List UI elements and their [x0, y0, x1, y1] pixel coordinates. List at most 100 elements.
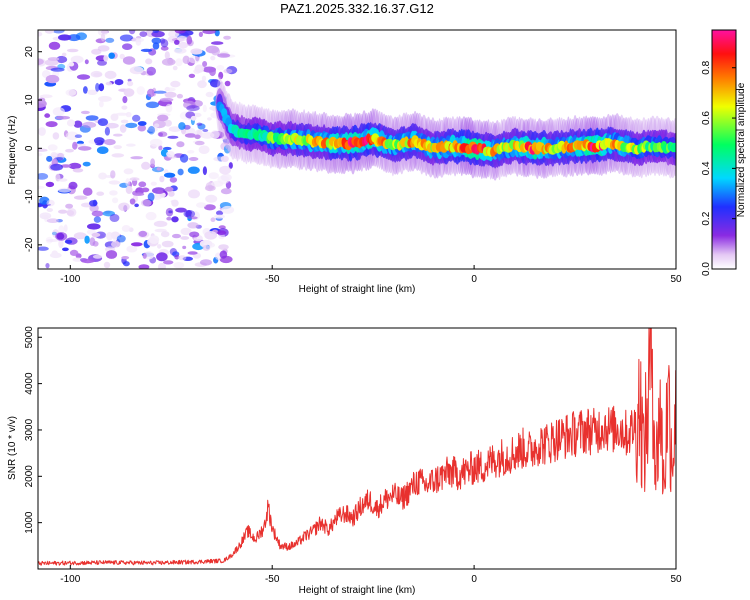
noise-blob: [121, 105, 128, 110]
noise-blob: [202, 30, 216, 35]
noise-blob: [184, 133, 197, 138]
noise-blob: [159, 175, 165, 183]
noise-blob: [50, 163, 63, 171]
noise-blob: [152, 30, 160, 33]
noise-blob: [156, 167, 162, 171]
noise-blob: [65, 148, 74, 153]
noise-blob: [160, 46, 169, 51]
colorbar-label: Normalized spectral amplitude: [736, 82, 747, 217]
noise-blob: [149, 235, 160, 245]
noise-blob: [150, 158, 156, 167]
noise-blob: [145, 211, 157, 221]
noise-blob: [150, 181, 157, 186]
noise-blob: [63, 224, 68, 232]
noise-blob: [114, 79, 124, 86]
x-tick-label: 50: [670, 274, 682, 285]
noise-blob: [100, 33, 106, 42]
noise-blob: [96, 146, 109, 154]
noise-blob: [105, 122, 119, 129]
noise-blob: [167, 135, 179, 139]
noise-blob: [84, 59, 89, 65]
noise-blob: [200, 132, 215, 139]
noise-blob: [76, 140, 84, 145]
noise-blob: [110, 113, 119, 121]
colorbar-gradient: [711, 29, 737, 270]
noise-blob: [109, 214, 120, 222]
noise-blob: [90, 70, 103, 78]
noise-blob: [44, 30, 55, 34]
noise-blob: [73, 195, 88, 200]
x-tick-label: 0: [471, 574, 477, 585]
noise-blob: [45, 74, 60, 84]
noise-blob: [55, 232, 68, 241]
noise-blob: [89, 200, 98, 207]
x-tick-label: -50: [265, 574, 280, 585]
noise-blob: [39, 94, 53, 99]
noise-blob: [202, 104, 207, 113]
noise-blob: [220, 188, 232, 195]
noise-blob: [174, 30, 186, 34]
noise-blob: [64, 239, 73, 244]
noise-blob: [208, 172, 219, 180]
noise-blob: [65, 203, 73, 209]
noise-blob: [98, 95, 112, 102]
noise-blob: [38, 148, 48, 152]
noise-blob: [170, 80, 181, 88]
noise-blob: [152, 42, 160, 50]
noise-blob: [140, 48, 153, 53]
noise-blob: [200, 259, 212, 266]
noise-blob: [204, 204, 216, 211]
noise-blob: [87, 89, 98, 96]
noise-blob: [157, 131, 168, 137]
noise-blob: [196, 202, 207, 208]
colorbar-tick-label: 0.4: [701, 161, 712, 175]
noise-blob: [137, 121, 147, 126]
noise-blob: [187, 216, 198, 220]
spectrogram-y-label: Frequency (Hz): [7, 116, 18, 185]
noise-blob: [176, 93, 183, 99]
noise-blob: [84, 235, 90, 244]
noise-blob: [73, 232, 87, 240]
noise-blob: [174, 39, 180, 45]
snr-series-line: [38, 328, 676, 566]
noise-blob: [68, 162, 82, 170]
noise-blob: [94, 137, 105, 145]
noise-blob: [92, 254, 103, 259]
noise-blob: [119, 53, 125, 60]
noise-blob: [98, 83, 105, 92]
spectrogram-x-label: Height of straight line (km): [299, 284, 416, 295]
colorbar-tick-label: 0.0: [701, 262, 712, 276]
spectrogram-signal-trace: [215, 76, 676, 181]
noise-blob: [68, 61, 75, 67]
noise-blob: [146, 66, 156, 76]
noise-blob: [219, 165, 232, 175]
noise-blob: [49, 252, 62, 259]
noise-blob: [158, 145, 163, 151]
noise-blob: [224, 80, 231, 87]
noise-blob: [85, 115, 99, 121]
noise-blob: [163, 260, 174, 265]
noise-blob: [73, 120, 83, 128]
noise-blob: [164, 119, 172, 127]
noise-blob: [165, 207, 174, 217]
noise-blob: [182, 245, 187, 250]
noise-blob: [82, 187, 93, 196]
noise-blob: [194, 134, 201, 140]
noise-blob: [95, 82, 100, 92]
noise-blob: [202, 166, 207, 176]
snr-y-ticks: 1000 2000 3000 4000 5000: [24, 326, 42, 534]
spectrogram-x-ticks: -100 -50 0 50: [60, 265, 682, 285]
noise-blob: [157, 244, 162, 249]
noise-blob: [201, 75, 207, 82]
trace-blob: [670, 142, 676, 153]
noise-blob: [163, 172, 176, 178]
noise-blob: [186, 105, 200, 112]
noise-blob: [105, 81, 113, 86]
noise-blob: [38, 152, 43, 157]
noise-blob: [108, 52, 115, 59]
noise-blob: [46, 239, 59, 242]
noise-blob: [187, 150, 195, 154]
noise-blob: [129, 177, 140, 181]
colorbar-tick-label: 0.6: [701, 111, 712, 125]
